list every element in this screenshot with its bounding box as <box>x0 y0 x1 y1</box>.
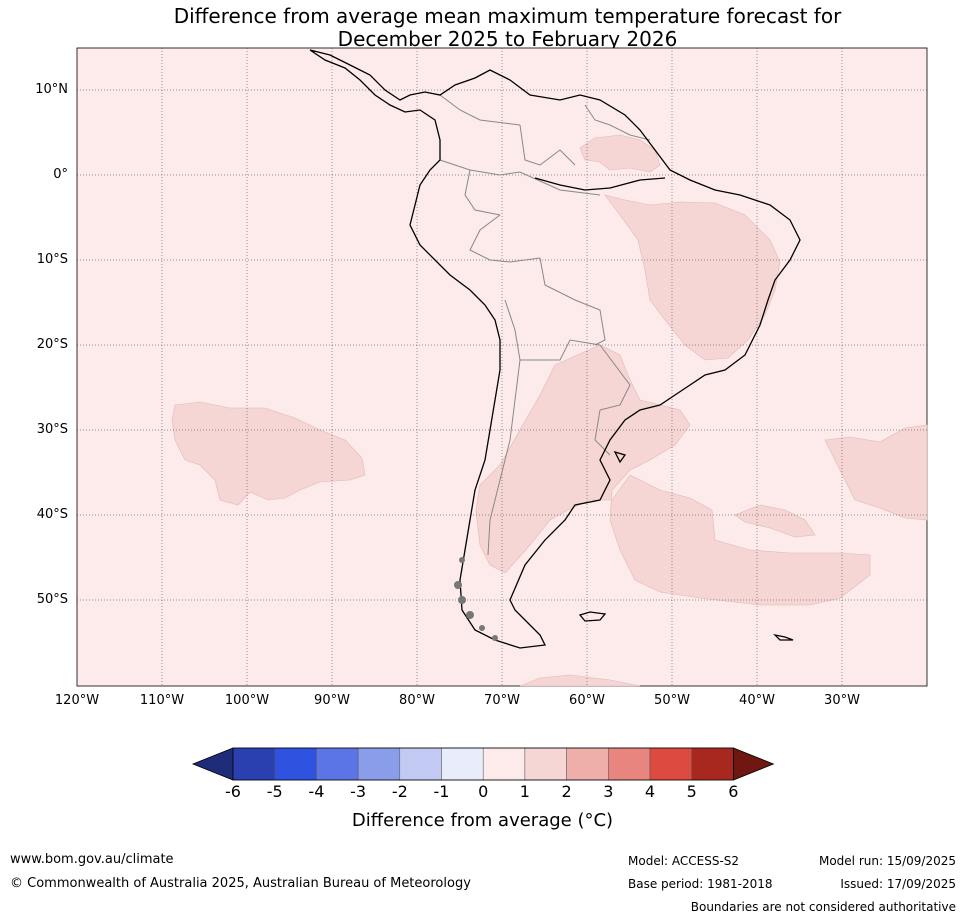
lat-label-30s: 30°S <box>36 422 68 437</box>
lon-label-90w: 90°W <box>314 693 350 708</box>
south-georgia <box>773 633 794 641</box>
colorbar-segments <box>191 747 775 781</box>
graticule <box>77 48 927 686</box>
lon-label-50w: 50°W <box>654 693 690 708</box>
colorbar-label: Difference from average (°C) <box>0 810 965 831</box>
country-borders <box>439 94 651 556</box>
colorbar-segment <box>524 747 567 781</box>
map-title-line-1: Difference from average mean maximum tem… <box>173 4 842 28</box>
warm-region-atlantic-mid <box>734 504 816 538</box>
forecast-map <box>76 47 928 687</box>
south-america-coast <box>309 49 801 649</box>
colorbar-segment <box>566 747 609 781</box>
colorbar <box>191 747 775 781</box>
colorbar-tick-label: -6 <box>225 782 241 801</box>
colorbar-arrow-high <box>733 747 775 781</box>
colorbar-tick-label: -1 <box>433 782 450 801</box>
warm-anomaly-regions <box>171 134 928 687</box>
disclaimer-text: Boundaries are not considered authoritat… <box>690 900 956 914</box>
colorbar-tick-label: 3 <box>603 782 614 801</box>
lon-label-100w: 100°W <box>224 693 270 708</box>
warm-region-argentina <box>475 344 871 606</box>
lon-label-60w: 60°W <box>569 693 605 708</box>
lat-label-50s: 50°S <box>36 592 68 607</box>
warm-region-south-edge <box>519 674 641 687</box>
lon-label-40w: 40°W <box>739 693 775 708</box>
colorbar-tick-label: 1 <box>519 782 530 801</box>
colorbar-segment <box>691 747 734 781</box>
colorbar-segment <box>316 747 359 781</box>
warm-region-atlantic-east <box>824 424 928 521</box>
colorbar-tick-label: -4 <box>308 782 325 801</box>
lagoon-patos <box>613 450 627 464</box>
falkland-islands <box>578 611 607 622</box>
colorbar-tick-label: -5 <box>266 782 283 801</box>
lon-label-30w: 30°W <box>824 693 860 708</box>
lat-label-0: 0° <box>53 167 68 182</box>
colorbar-outline <box>232 747 734 781</box>
warm-region-pacific <box>171 401 366 506</box>
website-link[interactable]: www.bom.gov.au/climate <box>10 852 174 867</box>
colorbar-tick-label: 4 <box>644 782 656 801</box>
copyright-text: © Commonwealth of Australia 2025, Austra… <box>10 876 471 891</box>
colorbar-arrow-low <box>191 747 234 781</box>
base-period-text: Base period: 1981-2018 <box>628 877 773 891</box>
coastline <box>309 49 801 649</box>
lon-label-110w: 110°W <box>139 693 185 708</box>
colorbar-segment <box>482 747 526 781</box>
map-title-line-2: December 2025 to February 2026 <box>337 27 678 51</box>
amazon-river <box>534 177 666 191</box>
colorbar-segment <box>357 747 401 781</box>
lon-label-70w: 70°W <box>484 693 520 708</box>
lat-label-20s: 20°S <box>36 337 68 352</box>
colorbar-tick-label: -3 <box>350 782 367 801</box>
colorbar-tick-label: -2 <box>391 782 408 801</box>
chilean-archipelago <box>454 557 498 641</box>
lat-label-10n: 10°N <box>35 82 68 97</box>
lat-label-40s: 40°S <box>36 507 68 522</box>
model-run-text: Model run: 15/09/2025 <box>818 854 956 868</box>
colorbar-segment <box>441 747 484 781</box>
colorbar-segment <box>232 747 275 781</box>
model-text: Model: ACCESS-S2 <box>628 854 740 868</box>
colorbar-tick-label: 2 <box>561 782 572 801</box>
colorbar-label-text: Difference from average (°C) <box>351 810 614 831</box>
warm-region-east-brazil <box>604 194 781 361</box>
colorbar-tick-label: 0 <box>478 782 489 801</box>
lon-label-80w: 80°W <box>399 693 435 708</box>
issued-text: Issued: 17/09/2025 <box>840 877 956 891</box>
lat-label-10s: 10°S <box>36 252 68 267</box>
colorbar-segment <box>274 747 317 781</box>
lon-label-120w: 120°W <box>54 693 100 708</box>
colorbar-tick-label: 5 <box>686 782 697 801</box>
warm-region-north-brazil <box>579 134 661 173</box>
colorbar-tick-label: 6 <box>728 782 739 801</box>
colorbar-segment <box>399 747 442 781</box>
colorbar-segment <box>649 747 692 781</box>
colorbar-segment <box>608 747 651 781</box>
